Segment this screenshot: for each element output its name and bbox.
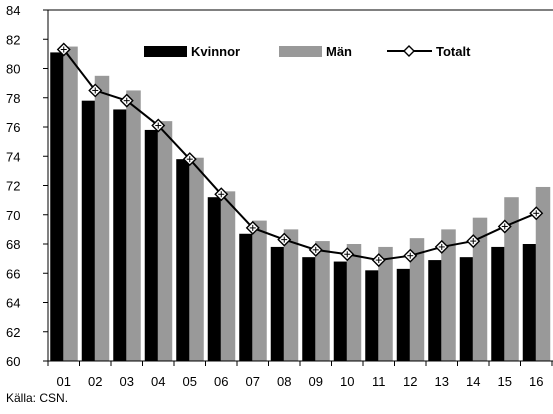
legend-label-kvinnor: Kvinnor [191,44,240,59]
x-tick-label-06: 06 [214,374,228,389]
bar-mn-10 [346,244,362,361]
bar-mn-16 [535,186,551,361]
y-tick-label-62: 62 [6,325,20,340]
y-tick-label-84: 84 [6,3,20,18]
bar-mn-04 [157,121,173,362]
bar-kvinnor-06 [207,197,223,361]
axes-group: 60 62 64 66 68 70 72 74 76 78 80 82 84 01 02 03 04 05 06 07… [6,3,553,389]
x-tick-label-07: 07 [246,374,260,389]
x-tick-label-12: 12 [403,374,417,389]
legend-marker-totalt [403,45,415,57]
bar-mn-07 [252,220,267,361]
bar-kvinnor-12 [396,268,412,361]
y-tick-label-70: 70 [6,208,20,223]
y-tick-label-68: 68 [6,237,20,252]
bar-kvinnor-04 [144,129,160,361]
x-tick-label-02: 02 [88,374,102,389]
y-tick-label-66: 66 [6,266,20,281]
legend: Kvinnor Män Totalt [144,44,471,59]
bar-kvinnor-03 [113,109,128,361]
x-tick-label-13: 13 [435,374,449,389]
legend-label-man: Män [326,44,352,59]
x-tick-label-14: 14 [466,374,480,389]
legend-label-totalt: Totalt [436,44,471,59]
bar-kvinnor-10 [333,261,349,361]
bar-kvinnor-05 [176,159,191,361]
x-tick-label-04: 04 [151,374,165,389]
y-tick-label-78: 78 [6,91,20,106]
y-tick-label-60: 60 [6,354,20,369]
totalt-line-group [56,42,544,268]
y-tick-label-82: 82 [6,32,20,47]
y-tick-label-80: 80 [6,62,20,77]
bar-kvinnor-01 [50,52,65,361]
x-tick-label-09: 09 [309,374,323,389]
bar-mn-05 [189,157,204,361]
bar-mn-08 [283,229,299,361]
y-tick-label-72: 72 [6,179,20,194]
bar-kvinnor-16 [522,244,538,361]
x-tick-label-03: 03 [120,374,134,389]
bar-kvinnor-02 [81,100,97,362]
bar-mn-11 [378,246,393,361]
source-note: Källa: CSN. [6,391,69,405]
x-tick-label-15: 15 [498,374,512,389]
bar-kvinnor-15 [491,246,506,361]
bar-kvinnor-07 [239,233,254,361]
legend-swatch-man [279,46,322,57]
x-tick-label-08: 08 [277,374,291,389]
x-tick-label-16: 16 [529,374,543,389]
x-tick-label-01: 01 [57,374,71,389]
bar-kvinnor-13 [428,260,443,361]
bar-kvinnor-14 [459,257,475,361]
bar-mn-14 [472,217,488,361]
bar-mn-01 [63,46,78,361]
bar-mn-06 [220,191,236,361]
bar-mn-15 [504,197,519,361]
x-tick-label-11: 11 [372,374,386,389]
bar-kvinnor-08 [270,246,286,361]
bar-mn-09 [315,241,330,361]
bar-mn-03 [126,90,141,361]
y-tick-label-76: 76 [6,120,20,135]
bar-mn-02 [94,75,110,361]
bar-kvinnor-11 [365,270,380,361]
bar-mn-13 [441,229,456,361]
bar-mn-12 [409,238,425,361]
totalt-line [62,48,537,262]
legend-swatch-kvinnor [144,46,187,57]
y-tick-label-64: 64 [6,296,20,311]
bar-kvinnor-09 [302,257,317,361]
bars-group [50,46,551,362]
x-tick-label-05: 05 [183,374,197,389]
y-tick-label-74: 74 [6,149,20,164]
x-tick-label-10: 10 [340,374,354,389]
